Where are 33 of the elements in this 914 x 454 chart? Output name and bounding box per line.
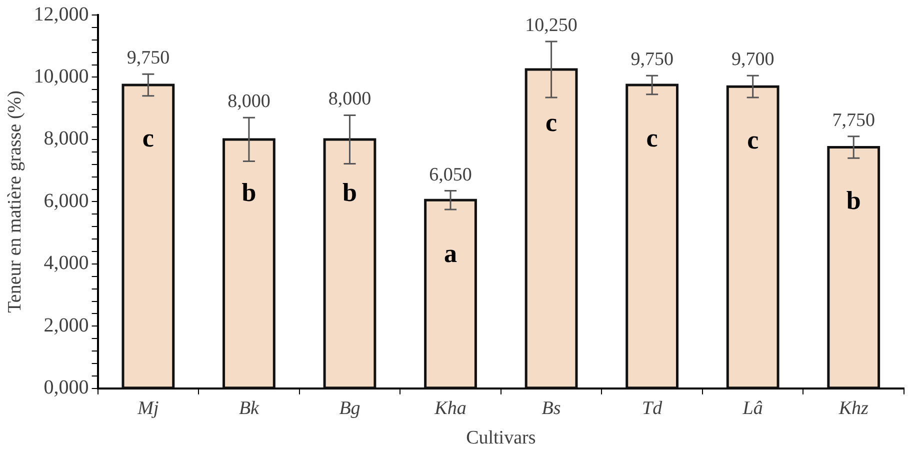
y-tick-label: 2,000 <box>44 314 89 336</box>
y-tick-label: 10,000 <box>34 65 89 88</box>
data-label: 9,750 <box>126 48 170 69</box>
y-tick-label: 12,000 <box>34 3 89 26</box>
x-tick-label: Bk <box>238 398 260 419</box>
data-label: 10,250 <box>525 14 578 36</box>
data-label: 9,750 <box>630 49 674 70</box>
x-tick-label: Bs <box>542 398 561 419</box>
annotation: c <box>546 108 558 138</box>
data-label: 7,750 <box>832 110 875 131</box>
y-tick-label: 6,000 <box>44 190 89 212</box>
annotation: a <box>444 238 458 268</box>
annotation: b <box>342 178 357 208</box>
x-tick-label: Khz <box>838 398 869 419</box>
x-tick-label: Td <box>642 398 663 419</box>
x-axis-title: Cultivars <box>466 428 536 449</box>
annotation: b <box>846 186 861 215</box>
y-tick-label: 8,000 <box>44 128 89 150</box>
annotation: c <box>747 125 759 154</box>
x-tick-label: Bg <box>339 398 360 419</box>
data-label: 8,000 <box>228 91 270 112</box>
data-label: 9,700 <box>731 49 774 70</box>
annotation: b <box>242 178 256 208</box>
y-axis-title: Teneur en matière grasse (%) <box>4 90 26 313</box>
annotation: c <box>142 124 154 153</box>
data-label: 8,000 <box>328 88 372 110</box>
y-tick-label: 0,000 <box>44 376 89 399</box>
x-tick-label: Lâ <box>742 398 763 419</box>
data-label: 6,050 <box>429 164 472 186</box>
annotation: c <box>646 124 658 153</box>
y-tick-label: 4,000 <box>44 252 89 274</box>
x-tick-label: Kha <box>434 398 466 419</box>
x-tick-label: Mj <box>136 398 159 419</box>
